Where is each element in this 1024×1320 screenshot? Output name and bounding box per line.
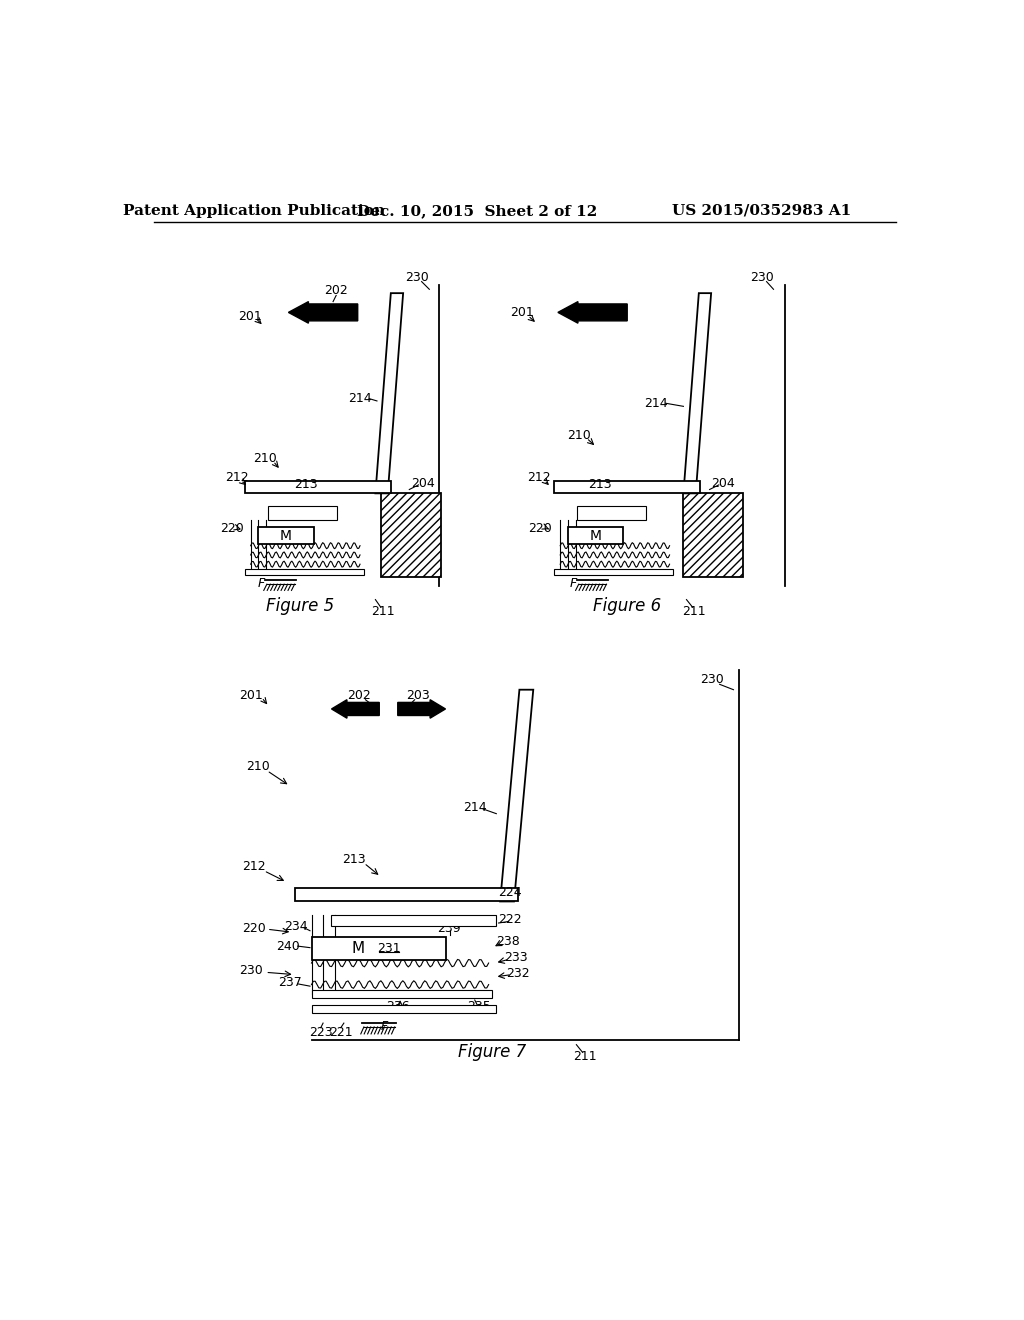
Text: 240: 240	[276, 940, 300, 953]
Text: 210: 210	[567, 429, 591, 442]
FancyArrow shape	[289, 302, 357, 323]
Text: 230: 230	[700, 673, 724, 686]
Text: 210: 210	[253, 453, 278, 465]
Bar	[245, 569, 364, 576]
Text: 239: 239	[437, 921, 461, 935]
Bar	[245, 480, 391, 494]
Text: Dec. 10, 2015  Sheet 2 of 12: Dec. 10, 2015 Sheet 2 of 12	[357, 203, 597, 218]
Text: F: F	[569, 577, 577, 590]
Bar	[554, 569, 674, 576]
FancyArrow shape	[558, 302, 628, 323]
Bar	[258, 527, 313, 544]
Text: M: M	[351, 941, 365, 956]
Polygon shape	[376, 293, 403, 494]
Text: Figure 5: Figure 5	[266, 597, 334, 615]
Text: 231: 231	[377, 942, 400, 954]
Text: 211: 211	[682, 605, 706, 618]
Text: 203: 203	[406, 689, 430, 702]
Text: 202: 202	[347, 689, 371, 702]
Text: 214: 214	[463, 801, 486, 814]
Text: F: F	[381, 1020, 388, 1034]
Bar	[683, 494, 743, 577]
Bar	[381, 494, 441, 577]
Bar	[568, 527, 624, 544]
Text: Figure 7: Figure 7	[459, 1043, 526, 1061]
Text: 221: 221	[329, 1026, 352, 1039]
Text: 202: 202	[325, 284, 348, 297]
FancyArrow shape	[332, 700, 379, 718]
Text: M: M	[281, 529, 292, 543]
Text: 224: 224	[499, 886, 522, 899]
Text: 238: 238	[496, 935, 520, 948]
Text: 212: 212	[225, 471, 249, 484]
Text: 212: 212	[526, 471, 551, 484]
Text: M: M	[590, 529, 602, 543]
Bar	[311, 1006, 497, 1014]
Text: US 2015/0352983 A1: US 2015/0352983 A1	[673, 203, 852, 218]
Text: 236: 236	[386, 1001, 410, 1014]
Text: 201: 201	[510, 306, 534, 319]
Text: 210: 210	[246, 760, 269, 774]
Text: 214: 214	[348, 392, 372, 405]
Text: 212: 212	[242, 861, 265, 874]
Text: 233: 233	[504, 952, 527, 964]
Text: 220: 220	[220, 521, 244, 535]
Bar	[267, 506, 337, 520]
Text: 213: 213	[342, 853, 366, 866]
Text: 201: 201	[240, 689, 263, 702]
Text: 220: 220	[242, 921, 265, 935]
Polygon shape	[500, 689, 534, 902]
Text: 204: 204	[412, 477, 435, 490]
Text: 223: 223	[309, 1026, 333, 1039]
Text: 235: 235	[468, 1001, 492, 1014]
Text: 211: 211	[372, 605, 395, 618]
Text: 213: 213	[294, 478, 317, 491]
FancyArrow shape	[397, 700, 445, 718]
Text: 204: 204	[712, 477, 735, 490]
Text: 232: 232	[506, 968, 529, 981]
Text: 234: 234	[285, 920, 308, 933]
Bar	[578, 506, 646, 520]
Bar	[311, 937, 446, 960]
Text: 201: 201	[238, 310, 262, 323]
Text: F: F	[258, 577, 265, 590]
Bar	[331, 915, 497, 927]
Text: 230: 230	[406, 271, 429, 284]
Bar	[295, 887, 518, 902]
Text: 222: 222	[499, 913, 522, 927]
Text: Patent Application Publication: Patent Application Publication	[123, 203, 385, 218]
Text: 214: 214	[644, 397, 668, 409]
Text: 220: 220	[528, 521, 552, 535]
Bar	[311, 990, 493, 998]
Polygon shape	[683, 293, 711, 494]
Bar	[554, 480, 700, 494]
Text: 230: 230	[240, 964, 263, 977]
Text: 230: 230	[751, 271, 774, 284]
Text: Figure 6: Figure 6	[593, 597, 662, 615]
Text: 211: 211	[573, 1051, 597, 1064]
Text: 237: 237	[279, 975, 302, 989]
Text: 213: 213	[589, 478, 612, 491]
